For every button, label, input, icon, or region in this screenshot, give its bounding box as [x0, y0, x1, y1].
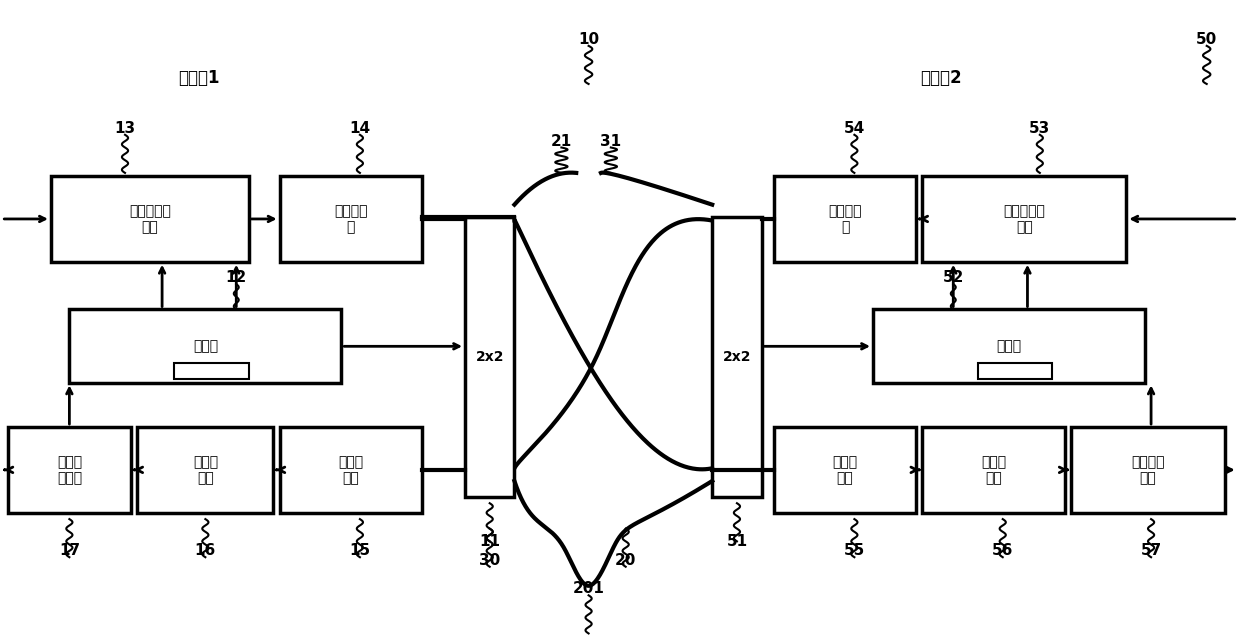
- FancyBboxPatch shape: [51, 176, 249, 262]
- FancyBboxPatch shape: [138, 427, 274, 513]
- FancyBboxPatch shape: [175, 364, 249, 380]
- Text: 控制器: 控制器: [193, 339, 218, 353]
- Text: 17: 17: [58, 544, 81, 558]
- Text: 20: 20: [615, 553, 637, 568]
- Text: 12: 12: [225, 271, 247, 285]
- FancyBboxPatch shape: [280, 176, 421, 262]
- Text: 控制器: 控制器: [996, 339, 1021, 353]
- Text: 30: 30: [479, 553, 501, 568]
- FancyBboxPatch shape: [978, 364, 1052, 380]
- FancyBboxPatch shape: [712, 218, 762, 497]
- FancyBboxPatch shape: [922, 427, 1064, 513]
- Text: 激光二极
管: 激光二极 管: [333, 204, 368, 234]
- Text: 21: 21: [551, 133, 572, 149]
- Text: 光电二
极管: 光电二 极管: [833, 455, 857, 485]
- Text: 201: 201: [572, 581, 605, 597]
- FancyBboxPatch shape: [280, 427, 421, 513]
- Text: 所接收
的数据: 所接收 的数据: [57, 455, 82, 485]
- FancyBboxPatch shape: [873, 309, 1145, 383]
- Text: 收发器2: 收发器2: [921, 69, 961, 87]
- Text: 10: 10: [579, 32, 600, 47]
- Text: 51: 51: [726, 534, 747, 549]
- FancyBboxPatch shape: [922, 176, 1126, 262]
- Text: 16: 16: [195, 544, 216, 558]
- Text: 后置放
大器: 后置放 大器: [193, 455, 218, 485]
- FancyBboxPatch shape: [465, 218, 514, 497]
- Text: 13: 13: [114, 121, 135, 136]
- Text: 52: 52: [943, 271, 964, 285]
- Text: 光电二
极管: 光电二 极管: [338, 455, 363, 485]
- FancyBboxPatch shape: [774, 427, 916, 513]
- Text: 后置放
大器: 后置放 大器: [981, 455, 1006, 485]
- Text: 15: 15: [349, 544, 370, 558]
- Text: 54: 54: [844, 121, 865, 136]
- Text: 14: 14: [349, 121, 370, 136]
- Text: 数据激光驱
动器: 数据激光驱 动器: [129, 204, 171, 234]
- Text: 57: 57: [1140, 544, 1162, 558]
- Text: 2x2: 2x2: [476, 350, 504, 364]
- FancyBboxPatch shape: [1070, 427, 1225, 513]
- FancyBboxPatch shape: [69, 309, 342, 383]
- Text: 所接收的
数据: 所接收的 数据: [1131, 455, 1165, 485]
- Text: 11: 11: [479, 534, 501, 549]
- Text: 55: 55: [844, 544, 865, 558]
- Text: 53: 53: [1030, 121, 1051, 136]
- Text: 数据激光驱
动器: 数据激光驱 动器: [1004, 204, 1046, 234]
- FancyBboxPatch shape: [7, 427, 131, 513]
- Text: 56: 56: [992, 544, 1014, 558]
- FancyBboxPatch shape: [774, 176, 916, 262]
- Text: 2x2: 2x2: [722, 350, 751, 364]
- Text: 31: 31: [600, 133, 622, 149]
- Text: 50: 50: [1196, 32, 1218, 47]
- Text: 激光二极
管: 激光二极 管: [829, 204, 862, 234]
- Text: 收发器1: 收发器1: [178, 69, 221, 87]
